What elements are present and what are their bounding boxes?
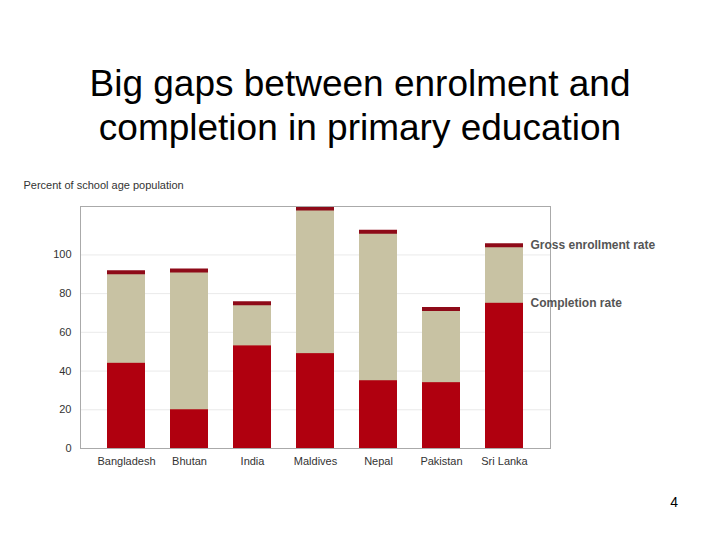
svg-text:100: 100 xyxy=(53,248,71,260)
svg-text:60: 60 xyxy=(59,326,71,338)
svg-text:Percent of school age populati: Percent of school age population xyxy=(24,179,184,191)
svg-text:Maldives: Maldives xyxy=(294,455,338,467)
svg-text:Bhutan: Bhutan xyxy=(172,455,207,467)
svg-text:Bangladesh: Bangladesh xyxy=(97,455,155,467)
svg-text:Pakistan: Pakistan xyxy=(420,455,462,467)
svg-text:Completion rate: Completion rate xyxy=(531,296,623,310)
svg-text:80: 80 xyxy=(59,287,71,299)
html-text:4: 4 xyxy=(670,494,678,510)
svg-text:Sri Lanka: Sri Lanka xyxy=(481,455,528,467)
html-text:Big gaps between enrolment and: Big gaps between enrolment and completio… xyxy=(89,63,631,148)
svg-text:India: India xyxy=(241,455,266,467)
svg-text:Nepal: Nepal xyxy=(364,455,393,467)
svg-text:Gross enrollment rate: Gross enrollment rate xyxy=(531,238,656,252)
svg-text:20: 20 xyxy=(59,403,71,415)
svg-text:40: 40 xyxy=(59,365,71,377)
svg-text:0: 0 xyxy=(65,442,71,454)
